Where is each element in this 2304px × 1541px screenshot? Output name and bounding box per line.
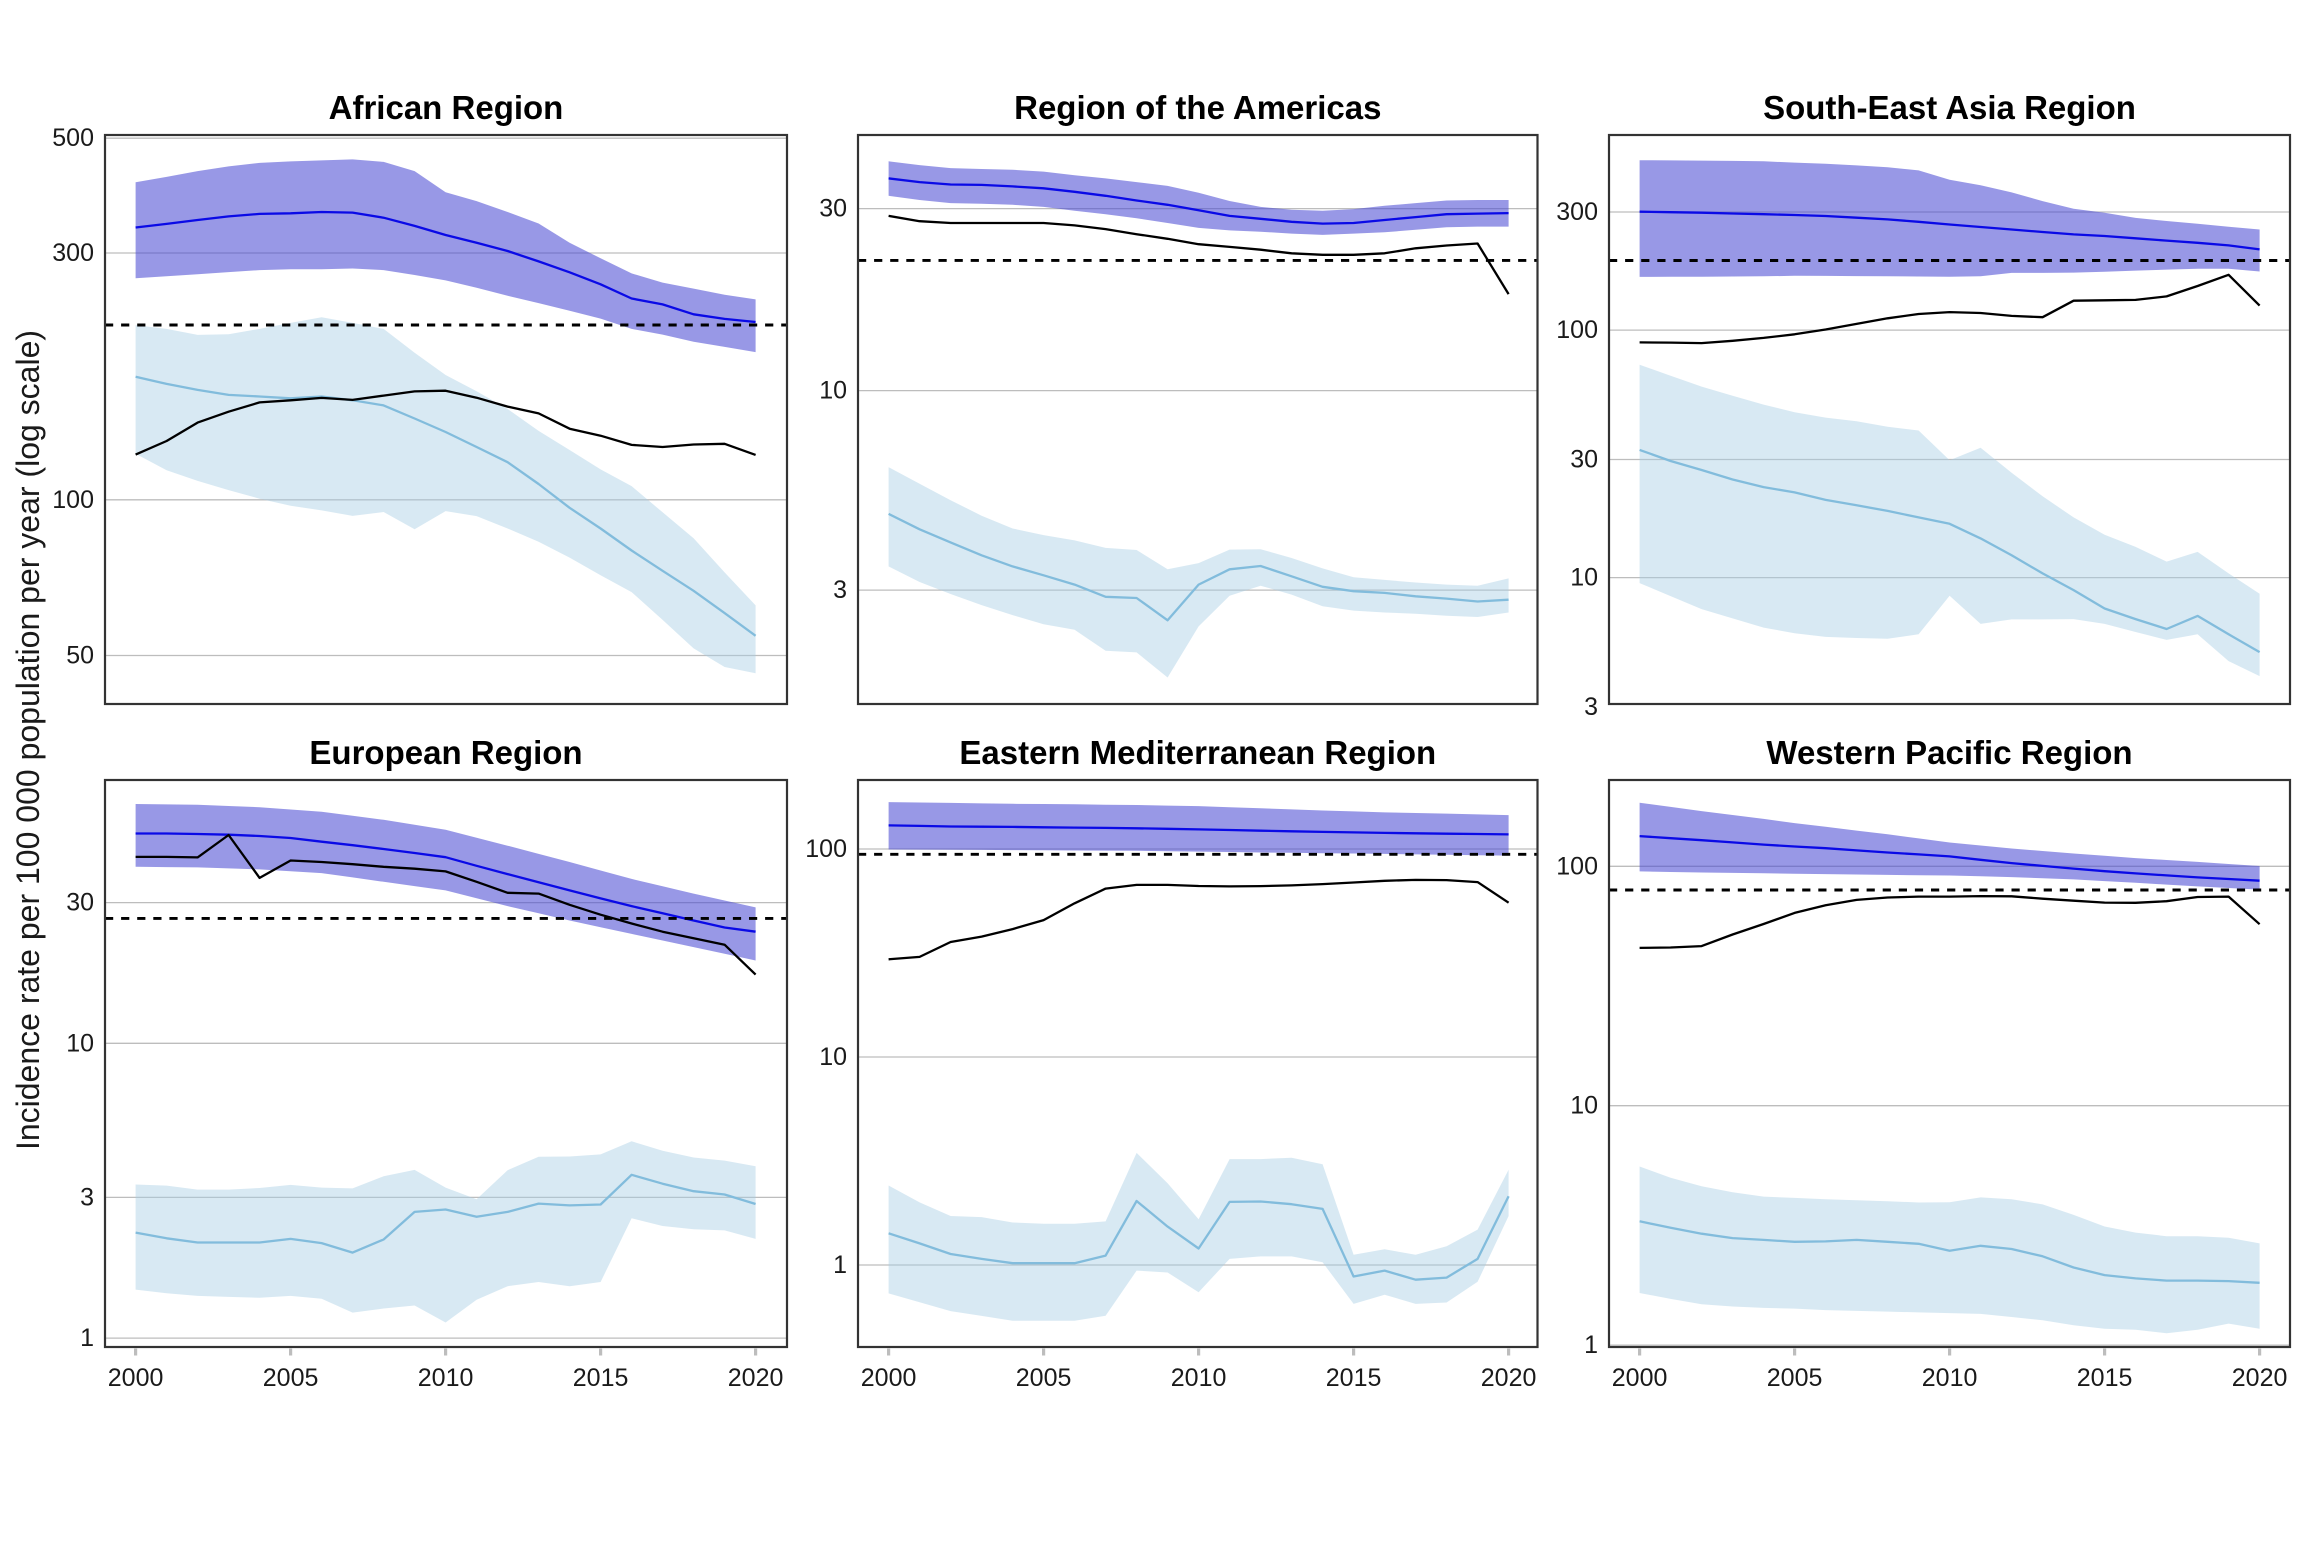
svg-text:European Region: European Region xyxy=(309,734,582,771)
svg-text:3: 3 xyxy=(80,1183,94,1211)
svg-text:100: 100 xyxy=(52,486,94,514)
svg-text:Eastern Mediterranean Region: Eastern Mediterranean Region xyxy=(959,734,1436,771)
svg-text:2010: 2010 xyxy=(1171,1364,1227,1392)
svg-text:2015: 2015 xyxy=(1326,1364,1382,1392)
svg-text:10: 10 xyxy=(66,1029,94,1057)
svg-text:300: 300 xyxy=(1556,198,1598,226)
svg-text:100: 100 xyxy=(805,835,847,863)
svg-text:African Region: African Region xyxy=(329,89,564,126)
svg-text:10: 10 xyxy=(819,377,847,405)
svg-text:2005: 2005 xyxy=(1016,1364,1072,1392)
svg-text:2000: 2000 xyxy=(108,1364,164,1392)
svg-text:30: 30 xyxy=(1570,446,1598,474)
svg-text:2020: 2020 xyxy=(1481,1364,1537,1392)
svg-text:300: 300 xyxy=(52,239,94,267)
svg-text:1: 1 xyxy=(80,1324,94,1352)
svg-text:10: 10 xyxy=(1570,1092,1598,1120)
svg-text:2015: 2015 xyxy=(573,1364,629,1392)
svg-text:50: 50 xyxy=(66,642,94,670)
svg-text:South-East Asia Region: South-East Asia Region xyxy=(1763,89,2136,126)
svg-text:1: 1 xyxy=(1584,1331,1598,1359)
svg-text:2020: 2020 xyxy=(2232,1364,2288,1392)
svg-text:1: 1 xyxy=(833,1251,847,1279)
svg-text:100: 100 xyxy=(1556,316,1598,344)
svg-text:2005: 2005 xyxy=(1767,1364,1823,1392)
svg-text:100: 100 xyxy=(1556,852,1598,880)
svg-text:3: 3 xyxy=(1584,693,1598,721)
svg-text:2005: 2005 xyxy=(263,1364,319,1392)
svg-text:2000: 2000 xyxy=(1612,1364,1668,1392)
svg-text:30: 30 xyxy=(66,889,94,917)
svg-text:10: 10 xyxy=(1570,564,1598,592)
svg-text:2015: 2015 xyxy=(2077,1364,2133,1392)
svg-text:2000: 2000 xyxy=(861,1364,917,1392)
svg-text:Incidence rate per 100 000 pop: Incidence rate per 100 000 population pe… xyxy=(10,330,46,1150)
svg-text:10: 10 xyxy=(819,1043,847,1071)
svg-text:Region of the Americas: Region of the Americas xyxy=(1014,89,1381,126)
svg-text:2010: 2010 xyxy=(418,1364,474,1392)
svg-text:2010: 2010 xyxy=(1922,1364,1978,1392)
svg-text:500: 500 xyxy=(52,124,94,152)
svg-text:3: 3 xyxy=(833,576,847,604)
svg-text:Western Pacific Region: Western Pacific Region xyxy=(1766,734,2132,771)
svg-text:2020: 2020 xyxy=(728,1364,784,1392)
svg-text:30: 30 xyxy=(819,195,847,223)
